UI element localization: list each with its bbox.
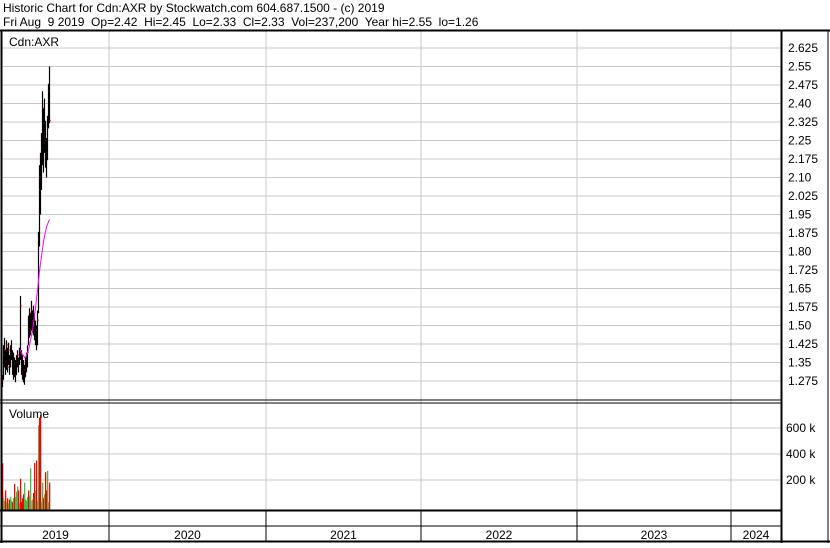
price-tick-label: 2.325 xyxy=(788,115,818,129)
volume-bar xyxy=(4,500,6,510)
price-tick-label: 2.55 xyxy=(788,60,812,74)
volume-bars xyxy=(2,415,51,510)
volume-bar xyxy=(10,496,12,510)
price-tick-label: 1.575 xyxy=(788,300,818,314)
volume-bar xyxy=(34,463,36,510)
close-tick xyxy=(42,107,44,109)
volume-bar xyxy=(32,499,34,510)
price-tick-label: 1.875 xyxy=(788,226,818,240)
price-tick-label: 2.175 xyxy=(788,152,818,166)
moving-average-line xyxy=(19,219,50,359)
volume-bar xyxy=(17,486,19,510)
volume-bar xyxy=(23,494,25,510)
close-tick xyxy=(29,312,31,314)
volume-bar xyxy=(49,482,51,510)
volume-bar xyxy=(21,502,23,510)
price-tick-label: 2.475 xyxy=(788,78,818,92)
volume-bar xyxy=(40,415,42,510)
volume-bar xyxy=(30,468,32,510)
close-tick xyxy=(7,366,9,368)
volume-bar xyxy=(28,490,30,510)
volume-bar xyxy=(47,470,49,510)
price-tick-label: 2.40 xyxy=(788,97,812,111)
volume-tick-label: 600 k xyxy=(786,421,816,435)
volume-bar xyxy=(13,498,15,510)
volume-bar xyxy=(15,496,17,510)
volume-bar xyxy=(41,502,43,510)
volume-bar xyxy=(18,490,20,510)
axes: 2.625 2.55 2.475 2.40 2.325 2.25 2.175 2.10 2.02… xyxy=(0,29,830,543)
volume-label: Volume xyxy=(9,407,49,421)
close-tick xyxy=(6,344,8,346)
volume-bar xyxy=(22,498,24,510)
volume-bar xyxy=(3,498,5,510)
volume-bar xyxy=(38,425,40,510)
price-tick-label: 1.95 xyxy=(788,208,812,222)
volume-bar xyxy=(14,483,16,510)
volume-bar xyxy=(31,500,33,510)
price-tick-label: 1.35 xyxy=(788,356,812,370)
year-tick-label: 2023 xyxy=(641,528,668,542)
volume-bar xyxy=(19,503,21,510)
price-tick-label: 2.025 xyxy=(788,189,818,203)
close-tick xyxy=(37,319,39,322)
year-tick-label: 2019 xyxy=(42,528,69,542)
volume-bar xyxy=(6,502,8,510)
close-tick xyxy=(31,309,33,312)
close-tick xyxy=(49,119,51,122)
volume-bar xyxy=(8,503,10,510)
volume-bar xyxy=(27,496,29,510)
volume-bar xyxy=(48,502,50,510)
close-tick xyxy=(20,304,22,307)
volume-tick-label: 400 k xyxy=(786,447,816,461)
volume-bar xyxy=(9,499,11,510)
volume-bar xyxy=(45,472,47,510)
year-tick-label: 2024 xyxy=(743,528,770,542)
price-tick-label: 2.625 xyxy=(788,41,818,55)
price-tick-label: 1.50 xyxy=(788,319,812,333)
price-tick-label: 1.275 xyxy=(788,374,818,388)
volume-bar xyxy=(33,493,35,510)
volume-bar xyxy=(24,482,26,510)
price-tick-label: 1.425 xyxy=(788,337,818,351)
close-tick xyxy=(8,349,10,351)
chart-title: Historic Chart for Cdn:AXR by Stockwatch… xyxy=(3,1,385,15)
price-tick-label: 1.80 xyxy=(788,245,812,259)
volume-bar xyxy=(36,460,38,510)
volume-tick-label: 200 k xyxy=(786,473,816,487)
volume-bar xyxy=(20,478,22,510)
volume-bar xyxy=(11,500,13,510)
volume-bar xyxy=(44,494,46,510)
quote-summary: Fri Aug 9 2019 Op=2.42 Hi=2.45 Lo=2.33 C… xyxy=(3,15,479,29)
grid xyxy=(2,31,781,510)
year-tick-label: 2022 xyxy=(486,528,513,542)
volume-bar xyxy=(7,498,9,510)
price-tick-label: 2.10 xyxy=(788,171,812,185)
volume-bar xyxy=(39,417,41,510)
volume-bar xyxy=(16,491,18,510)
volume-bar xyxy=(2,463,4,510)
close-tick xyxy=(4,349,6,351)
volume-bar xyxy=(25,499,27,510)
volume-bar xyxy=(29,495,31,510)
volume-bar xyxy=(12,502,14,510)
close-tick xyxy=(17,354,19,356)
volume-bar xyxy=(43,498,45,510)
price-tick-label: 2.25 xyxy=(788,134,812,148)
symbol-label: Cdn:AXR xyxy=(9,35,59,49)
volume-bar xyxy=(35,490,37,510)
price-bars xyxy=(1,66,51,388)
year-tick-label: 2020 xyxy=(174,528,201,542)
volume-bar xyxy=(5,490,7,510)
volume-bar xyxy=(46,490,48,510)
year-tick-label: 2021 xyxy=(330,528,357,542)
volume-bar xyxy=(42,482,44,510)
price-tick-label: 1.725 xyxy=(788,263,818,277)
price-tick-label: 1.65 xyxy=(788,282,812,296)
volume-bar xyxy=(26,500,28,510)
volume-bar xyxy=(37,500,39,510)
